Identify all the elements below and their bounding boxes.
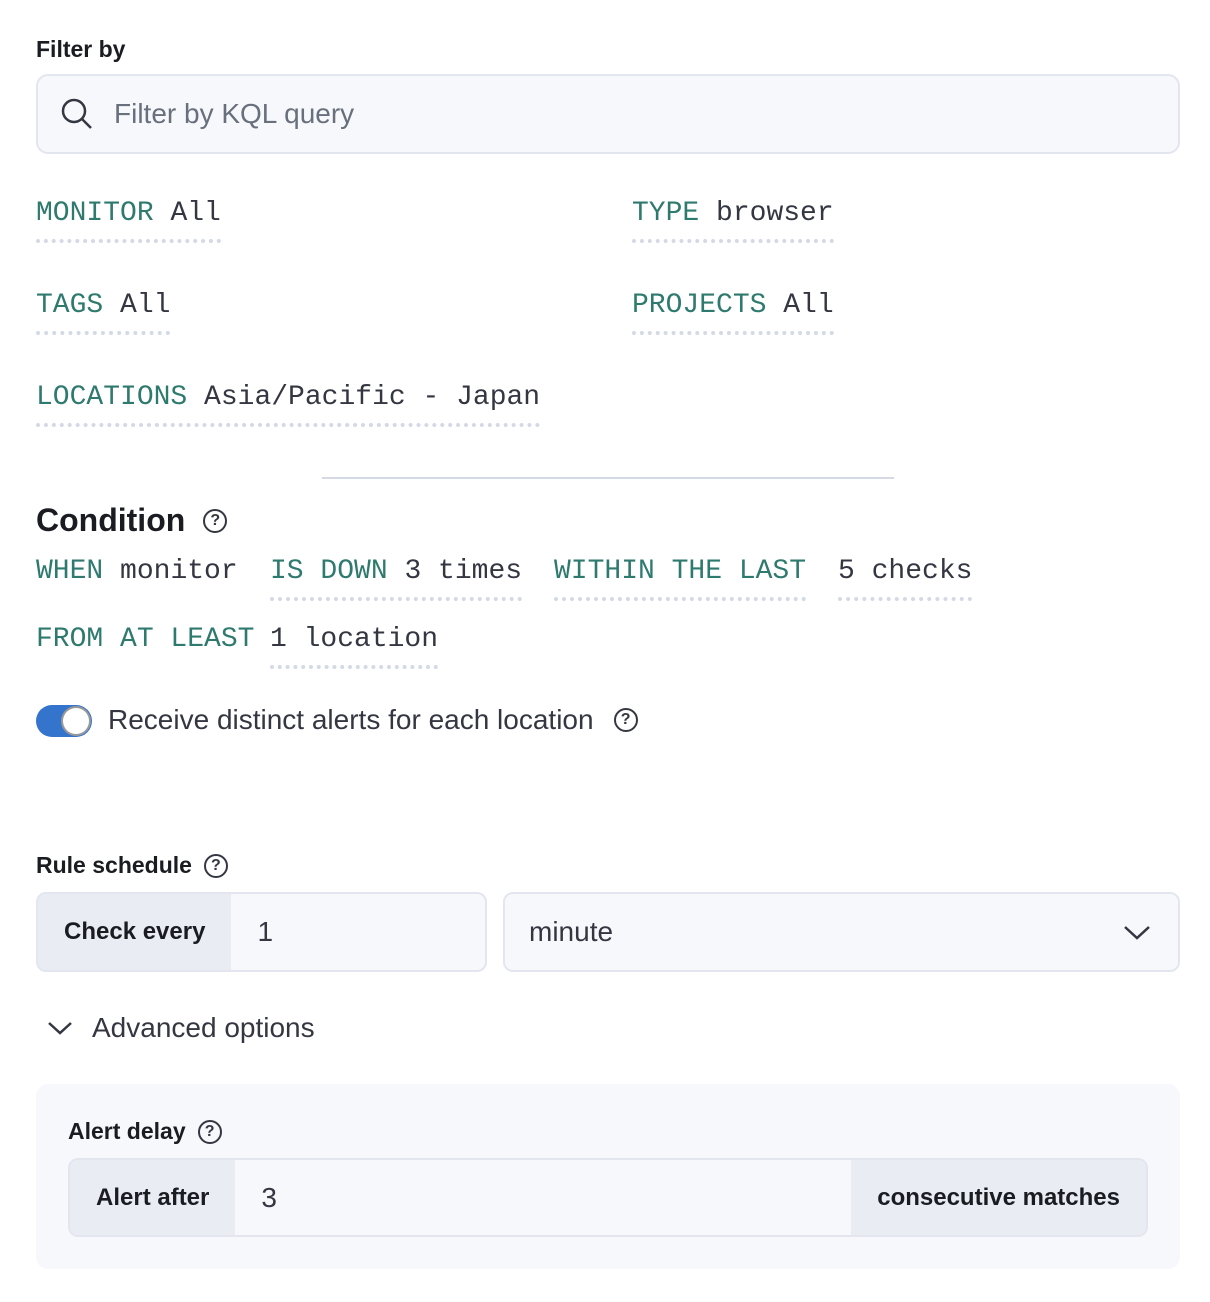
when-expression: WHEN monitor <box>36 556 238 587</box>
distinct-alerts-toggle[interactable] <box>36 705 92 737</box>
location-count-expression[interactable]: 1 location <box>270 624 439 669</box>
advanced-options-toggle[interactable]: Advanced options <box>46 1012 315 1044</box>
unit-select[interactable]: minute <box>503 892 1180 972</box>
toggle-label: Receive distinct alerts for each locatio… <box>108 704 594 735</box>
help-icon[interactable]: ? <box>197 1119 222 1144</box>
interval-input[interactable]: 1 <box>257 916 274 947</box>
help-icon[interactable]: ? <box>613 708 638 732</box>
checks-expression[interactable]: 5 checks <box>838 556 973 601</box>
chevron-down-icon <box>1124 926 1150 940</box>
expr-value: Asia/Pacific - Japan <box>204 382 541 413</box>
within-expression[interactable]: WITHIN THE LAST <box>554 556 807 601</box>
expr-key: PROJECTS <box>632 290 767 321</box>
expr-key: MONITOR <box>36 198 154 229</box>
expr-key: TYPE <box>632 198 700 229</box>
monitor-expression[interactable]: MONITOR All <box>36 198 221 243</box>
condition-title: Condition <box>36 502 186 538</box>
alert-after-append: consecutive matches <box>851 1160 1146 1235</box>
chevron-down-icon <box>48 1022 72 1035</box>
rule-schedule-label: Rule schedule <box>36 852 192 878</box>
search-icon <box>61 98 92 129</box>
unit-value: minute <box>529 916 614 947</box>
help-icon[interactable]: ? <box>203 853 228 878</box>
expr-key: TAGS <box>36 290 104 321</box>
check-every-prepend: Check every <box>38 894 232 970</box>
search-placeholder: Filter by KQL query <box>114 98 355 129</box>
expr-key: LOCATIONS <box>36 382 188 413</box>
kql-search-input[interactable]: Filter by KQL query <box>36 74 1180 154</box>
expr-value: All <box>783 290 834 321</box>
expr-value: All <box>170 198 221 229</box>
divider <box>322 477 894 479</box>
advanced-options-label: Advanced options <box>92 1012 315 1043</box>
expr-value: All <box>120 290 171 321</box>
check-every-group: Check every 1 <box>36 892 487 972</box>
help-icon[interactable]: ? <box>203 508 228 533</box>
alert-after-prepend: Alert after <box>70 1160 236 1235</box>
alert-after-group: Alert after 3 consecutive matches <box>68 1158 1148 1237</box>
alert-delay-label: Alert delay <box>68 1118 186 1144</box>
expr-value: browser <box>716 198 834 229</box>
from-label: FROM AT LEAST <box>36 624 255 655</box>
is-down-expression[interactable]: IS DOWN 3 times <box>270 556 523 601</box>
alert-after-input[interactable]: 3 <box>261 1181 277 1213</box>
tags-expression[interactable]: TAGS All <box>36 290 171 335</box>
projects-expression[interactable]: PROJECTS All <box>632 290 834 335</box>
type-expression[interactable]: TYPE browser <box>632 198 834 243</box>
filter-label: Filter by <box>36 36 126 62</box>
locations-expression[interactable]: LOCATIONS Asia/Pacific - Japan <box>36 382 541 427</box>
